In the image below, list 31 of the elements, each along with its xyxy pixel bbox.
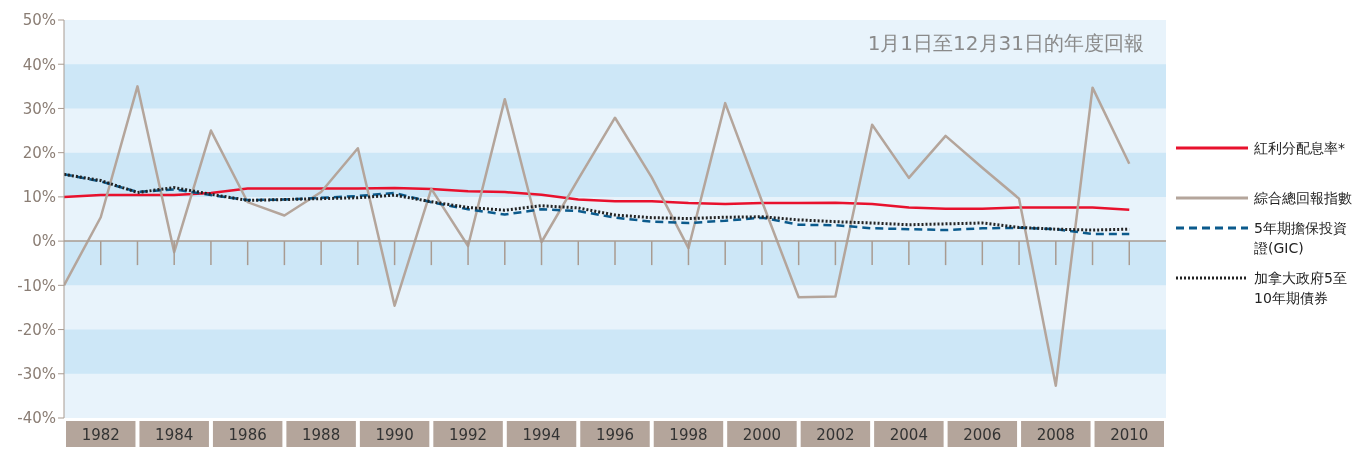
x-tick-label: 1984: [155, 426, 194, 444]
y-tick-label: -40%: [17, 409, 56, 428]
x-tick-label: 2000: [742, 426, 782, 444]
x-tick-label: 2010: [1110, 426, 1149, 444]
legend-label: 紅利分配息率*: [1254, 139, 1346, 158]
y-tick-label: -20%: [17, 320, 56, 339]
legend-label: 5年期擔保投資證(GIC): [1254, 219, 1348, 258]
x-tick-label: 1988: [302, 426, 341, 444]
y-tick-label: 0%: [32, 232, 56, 251]
x-tick-label: 1982: [81, 426, 120, 444]
y-tick-label: -10%: [17, 276, 56, 295]
x-tick-label: 2006: [963, 426, 1002, 444]
x-tick-label: 1986: [228, 426, 267, 444]
x-tick-label: 1990: [375, 426, 414, 444]
x-tick-label: 2004: [889, 426, 928, 444]
x-tick-label: 1996: [595, 426, 635, 444]
line-series: [64, 186, 1131, 211]
y-tick-label: 20%: [22, 143, 56, 162]
y-tick-label: 30%: [22, 99, 56, 118]
x-tick-label: 1992: [448, 426, 488, 444]
x-tick-label: 2008: [1036, 426, 1075, 444]
x-tick-label: 1994: [522, 426, 561, 444]
legend-label: 加拿大政府5至10年期債券: [1254, 269, 1348, 308]
y-tick-label: 40%: [22, 55, 56, 74]
y-tick-label: -30%: [17, 365, 56, 384]
y-tick-label: 10%: [22, 188, 56, 207]
x-tick-label: 1998: [669, 426, 708, 444]
legend-label: 綜合總回報指數: [1254, 189, 1353, 208]
x-tick-label: 2002: [816, 426, 855, 444]
text: 1月1日至12月31日的年度回報: [867, 30, 1144, 57]
y-tick-label: 50%: [22, 11, 56, 30]
